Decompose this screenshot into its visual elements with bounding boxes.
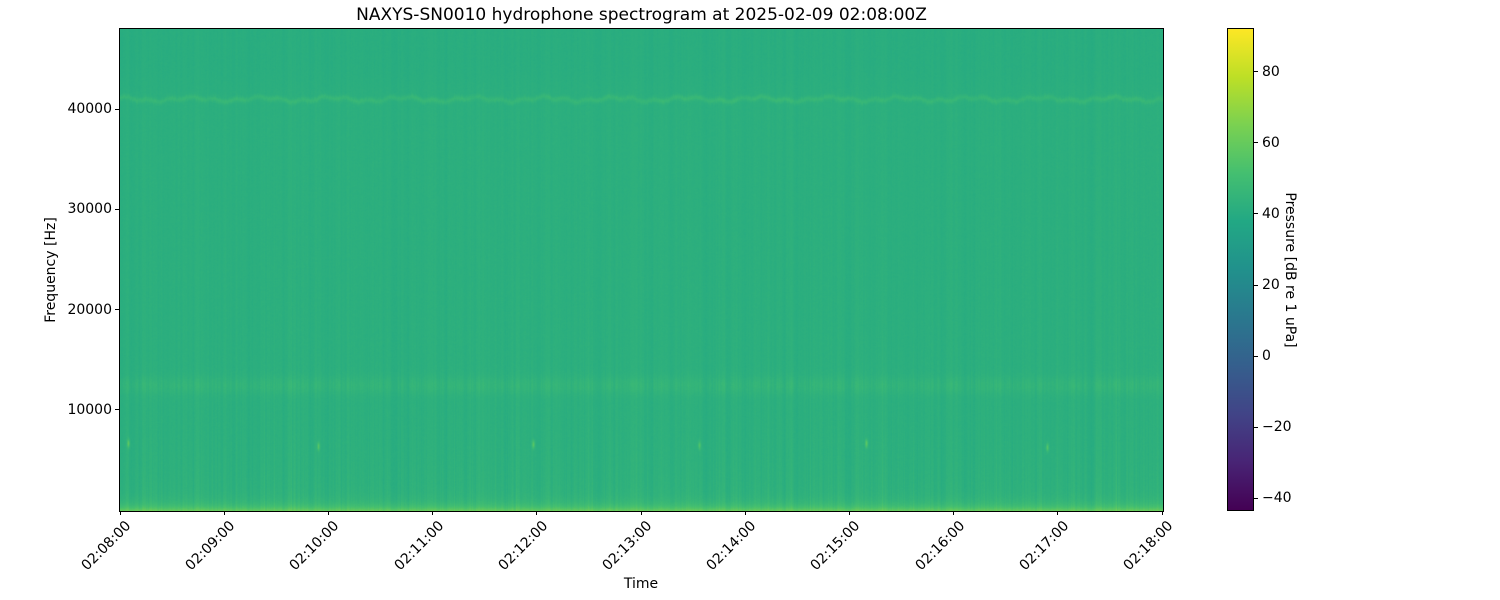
x-tick-label: 02:15:00 [807,518,864,574]
y-tick-label: 20000 [67,301,112,318]
x-tick-label: 02:12:00 [495,518,552,574]
x-tick-label: 02:16:00 [912,518,968,574]
y-tick-mark [115,208,119,210]
y-tick-label: 40000 [67,101,112,118]
x-tick-mark [848,511,850,515]
colorbar-tick-mark [1254,355,1258,357]
chart-title: NAXYS-SN0010 hydrophone spectrogram at 2… [356,5,927,25]
x-tick-label: 02:09:00 [182,518,239,574]
x-tick-mark [1161,511,1163,515]
x-tick-mark [223,511,225,515]
x-axis-label: Time [623,576,659,592]
colorbar-tick-mark [1254,497,1258,499]
y-tick-label: 10000 [67,401,112,418]
y-tick-mark [115,409,119,411]
colorbar-tick-mark [1254,426,1258,428]
x-tick-label: 02:13:00 [599,518,656,574]
colorbar-tick-label: −40 [1262,490,1292,507]
colorbar-tick-mark [1254,213,1258,215]
x-tick-label: 02:11:00 [391,518,447,574]
x-tick-mark [640,511,642,515]
x-tick-mark [744,511,746,515]
colorbar-tick-mark [1254,71,1258,73]
y-tick-mark [115,309,119,311]
x-tick-label: 02:17:00 [1016,518,1073,574]
colorbar-tick-label: 60 [1262,134,1280,151]
y-axis-label: Frequency [Hz] [43,217,59,323]
colorbar-tick-mark [1254,284,1258,286]
colorbar-tick-label: 20 [1262,277,1280,293]
colorbar-label: Pressure [dB re 1 uPa] [1282,192,1298,348]
y-tick-label: 30000 [67,201,112,218]
x-tick-label: 02:08:00 [78,518,135,574]
x-tick-mark [327,511,329,515]
colorbar-tick-label: 0 [1262,348,1271,365]
x-tick-label: 02:18:00 [1120,518,1177,574]
spectrogram-plot-area [119,28,1164,512]
spectrogram-heatmap-canvas [120,29,1163,511]
colorbar-tick-mark [1254,142,1258,144]
x-tick-mark [432,511,434,515]
x-tick-mark [536,511,538,515]
colorbar-tick-label: −20 [1262,419,1292,436]
y-tick-mark [115,108,119,110]
colorbar-tick-label: 80 [1262,63,1280,80]
colorbar-gradient [1228,29,1253,510]
x-tick-mark [119,511,121,515]
x-tick-mark [1057,511,1059,515]
x-tick-label: 02:14:00 [703,518,760,574]
colorbar-tick-label: 40 [1262,205,1280,222]
colorbar [1227,28,1254,511]
x-tick-mark [953,511,955,515]
x-tick-label: 02:10:00 [286,518,343,574]
